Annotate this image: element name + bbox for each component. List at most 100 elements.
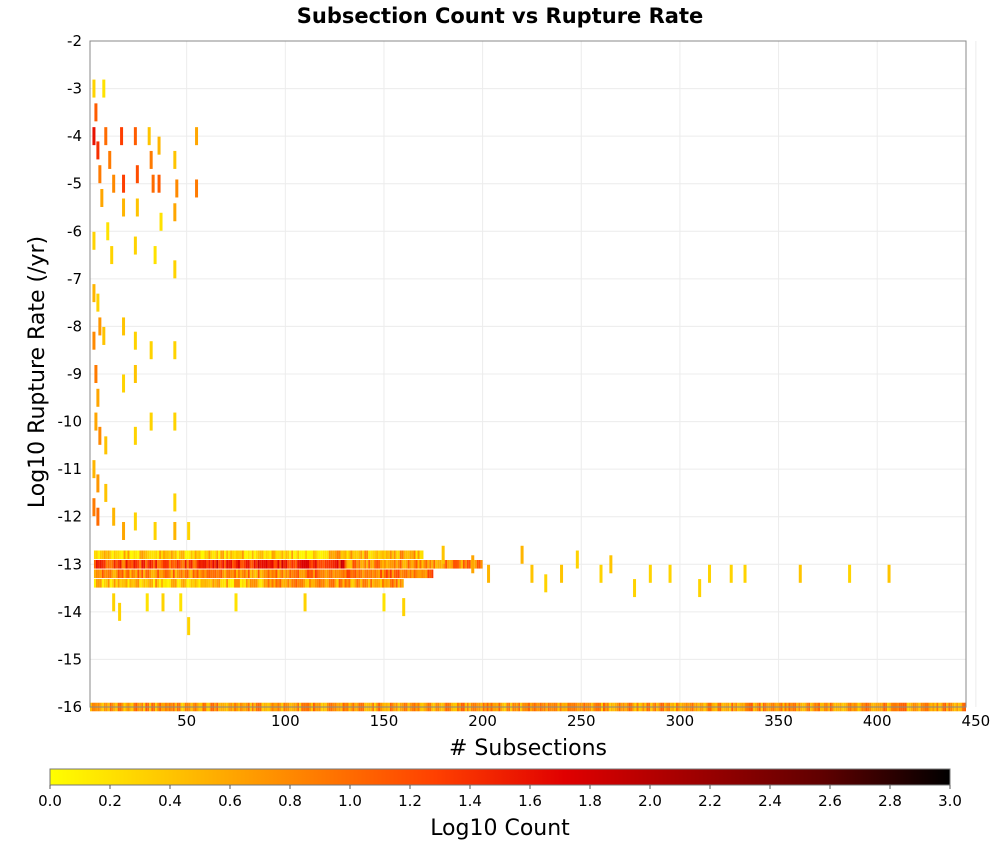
heatmap-cell [449, 560, 452, 569]
heatmap-cell [415, 569, 418, 579]
heatmap-cell [393, 560, 396, 569]
heatmap-cell [312, 579, 315, 588]
heatmap-cell [310, 560, 313, 569]
heatmap-cell [326, 550, 329, 560]
heatmap-cell [352, 550, 355, 560]
heatmap-cell [403, 560, 406, 569]
heatmap-cell [151, 174, 155, 193]
heatmap-cell [460, 560, 463, 569]
heatmap-cell [271, 550, 274, 560]
heatmap-cell [173, 260, 177, 279]
heatmap-cell [443, 560, 446, 569]
heatmap-cell [458, 560, 461, 569]
heatmap-cell [105, 550, 108, 560]
heatmap-cell [429, 569, 432, 579]
colorbar-tick-label: 1.0 [338, 792, 362, 810]
heatmap-cell [249, 550, 252, 560]
heatmap-cell [259, 579, 262, 588]
heatmap-cell [145, 593, 149, 612]
heatmap-cell [344, 569, 347, 579]
heatmap-cell [368, 560, 371, 569]
heatmap-cell [125, 569, 128, 579]
heatmap-cell [107, 560, 110, 569]
x-axis-ticks: 50 100 150 200 250 300 350 400 450 [177, 712, 990, 730]
heatmap-cell [145, 560, 148, 569]
heatmap-cell [188, 579, 191, 588]
heatmap-cell [273, 560, 276, 569]
heatmap-cell [173, 203, 177, 222]
heatmap-cell [376, 560, 379, 569]
colorbar-tick-label: 0.2 [98, 792, 122, 810]
heatmap-cell [196, 579, 199, 588]
heatmap-cell [411, 550, 414, 560]
heatmap-cell [153, 560, 156, 569]
heatmap-cell [95, 569, 98, 579]
heatmap-cell [285, 550, 288, 560]
heatmap-cell [409, 569, 412, 579]
heatmap-cell [257, 569, 260, 579]
heatmap-cell [330, 569, 333, 579]
heatmap-cell [125, 550, 128, 560]
heatmap-cell [387, 579, 390, 588]
heatmap-cell [289, 550, 292, 560]
heatmap-cell [257, 560, 260, 569]
heatmap-cell [275, 579, 278, 588]
x-tick-label: 100 [271, 712, 300, 730]
heatmap-cell [324, 550, 327, 560]
heatmap-cell [155, 569, 158, 579]
heatmap-cell [466, 560, 469, 569]
heatmap-cell [295, 550, 298, 560]
heatmap-cell [173, 150, 177, 169]
heatmap-cell [187, 521, 191, 540]
heatmap-cell [173, 412, 177, 431]
heatmap-cell [239, 560, 242, 569]
heatmap-cell [123, 560, 126, 569]
heatmap-cell [387, 560, 390, 569]
heatmap-cell [429, 560, 432, 569]
heatmap-cell [364, 579, 367, 588]
heatmap-cell [318, 550, 321, 560]
heatmap-cell [224, 569, 227, 579]
heatmap-cell [344, 550, 347, 560]
heatmap-cell [147, 560, 150, 569]
heatmap-cell [125, 560, 128, 569]
heatmap-cell [166, 550, 169, 560]
heatmap-cell [293, 569, 296, 579]
heatmap-cell [447, 560, 450, 569]
heatmap-cell [253, 579, 256, 588]
heatmap-cell [129, 569, 132, 579]
heatmap-cell [397, 550, 400, 560]
heatmap-cell [698, 579, 702, 598]
heatmap-cell [161, 560, 164, 569]
heatmap-cell [121, 569, 124, 579]
heatmap-cell [127, 560, 130, 569]
heatmap-cell [316, 579, 319, 588]
heatmap-cell [263, 550, 266, 560]
heatmap-cell [92, 284, 96, 303]
heatmap-cell [445, 560, 448, 569]
heatmap-cell [220, 569, 223, 579]
heatmap-cell [234, 560, 237, 569]
heatmap-cell [131, 569, 134, 579]
heatmap-cell [322, 560, 325, 569]
heatmap-cell [151, 569, 154, 579]
heatmap-cell [316, 550, 319, 560]
y-tick-label: -9 [67, 365, 82, 383]
heatmap-cell [95, 550, 98, 560]
heatmap-cell [117, 550, 120, 560]
heatmap-cell [405, 569, 408, 579]
heatmap-cell [168, 569, 171, 579]
heatmap-cell [103, 550, 106, 560]
heatmap-cell [291, 550, 294, 560]
y-axis-ticks: -2 -3 -4 -5 -6 -7 -8 -9 -10 -11 -12 -13 -14 -15 -16 [58, 32, 83, 716]
heatmap-cell [145, 550, 148, 560]
heatmap-cell [419, 569, 422, 579]
heatmap-cell [383, 560, 386, 569]
heatmap-cell [271, 560, 274, 569]
heatmap-cell [251, 579, 254, 588]
heatmap-cell [380, 579, 383, 588]
heatmap-cell [168, 560, 171, 569]
heatmap-cell [226, 550, 229, 560]
heatmap-cell [334, 550, 337, 560]
heatmap-cell [202, 569, 205, 579]
